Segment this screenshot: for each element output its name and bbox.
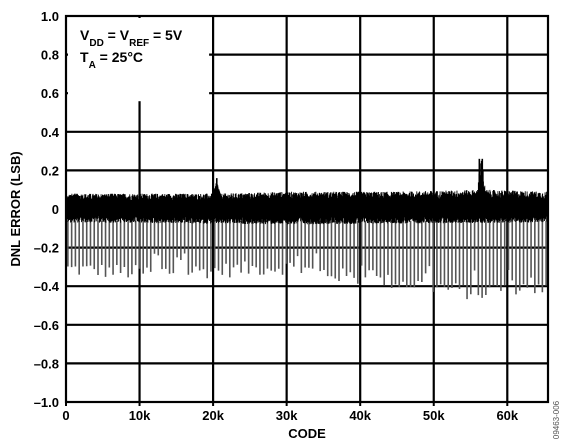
annotation-temperature: TA = 25°C	[80, 49, 143, 71]
figure-id: 09463-006	[552, 400, 561, 439]
x-tick-label: 40k	[349, 408, 371, 423]
x-tick-label: 20k	[202, 408, 224, 423]
x-axis-ticks: 0 10k 20k 30k 40k 50k 60k	[62, 402, 519, 423]
y-tick-label: –1.0	[34, 395, 59, 410]
y-tick-label: –0.4	[34, 279, 60, 294]
x-axis-label: CODE	[288, 426, 326, 441]
y-tick-label: 0.4	[41, 125, 60, 140]
x-tick-label: 30k	[276, 408, 298, 423]
dnl-negative-spikes	[67, 220, 547, 300]
plot-border	[64, 14, 550, 404]
x-tick-label: 60k	[496, 408, 518, 423]
x-tick-label: 10k	[129, 408, 151, 423]
y-axis-label: DNL ERROR (LSB)	[8, 151, 23, 266]
y-tick-label: 0	[52, 202, 59, 217]
x-tick-label: 50k	[423, 408, 445, 423]
y-tick-label: –0.2	[34, 241, 59, 256]
annotation-background	[68, 18, 210, 102]
y-tick-label: 1.0	[41, 9, 59, 24]
data-layer	[65, 158, 549, 300]
y-tick-label: 0.8	[41, 48, 59, 63]
y-tick-label: 0.6	[41, 86, 59, 101]
x-tick-label: 0	[62, 408, 69, 423]
y-tick-label: –0.8	[34, 356, 59, 371]
y-tick-label: 0.2	[41, 163, 59, 178]
plot-frame	[64, 14, 550, 404]
annotation-supply-voltage: VDD = VREF = 5V	[80, 27, 183, 49]
y-axis-ticks: 1.0 0.8 0.6 0.4 0.2 0 –0.2 –0.4 –0.6 –0.8 –1.0	[34, 9, 60, 410]
y-tick-label: –0.6	[34, 318, 59, 333]
